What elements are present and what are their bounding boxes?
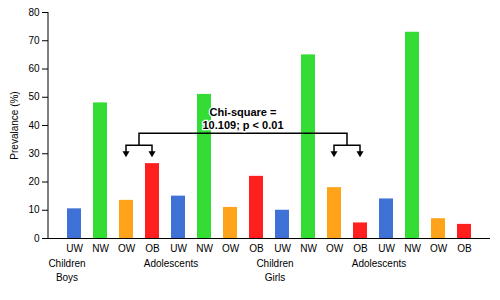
svg-text:30: 30 <box>28 148 40 159</box>
svg-text:UW: UW <box>274 243 291 254</box>
svg-text:10.109; p < 0.01: 10.109; p < 0.01 <box>202 119 283 131</box>
svg-text:80: 80 <box>28 7 40 18</box>
svg-text:UW: UW <box>170 243 187 254</box>
svg-text:0: 0 <box>34 233 40 244</box>
svg-text:UW: UW <box>378 243 395 254</box>
svg-text:Adolescents: Adolescents <box>144 258 198 269</box>
svg-text:UW: UW <box>66 243 83 254</box>
svg-text:OW: OW <box>118 243 136 254</box>
svg-text:60: 60 <box>28 63 40 74</box>
svg-text:20: 20 <box>28 176 40 187</box>
svg-text:70: 70 <box>28 35 40 46</box>
svg-text:NW: NW <box>196 243 213 254</box>
svg-text:Boys: Boys <box>56 272 78 283</box>
svg-text:NW: NW <box>92 243 109 254</box>
svg-text:OW: OW <box>222 243 240 254</box>
svg-text:10: 10 <box>28 204 40 215</box>
svg-text:OB: OB <box>249 243 264 254</box>
svg-text:Children: Children <box>256 258 293 269</box>
svg-text:50: 50 <box>28 91 40 102</box>
svg-text:OB: OB <box>353 243 368 254</box>
svg-text:OB: OB <box>457 243 472 254</box>
svg-text:Girls: Girls <box>265 272 286 283</box>
svg-text:NW: NW <box>300 243 317 254</box>
svg-text:Children: Children <box>48 258 85 269</box>
svg-text:OW: OW <box>326 243 344 254</box>
svg-text:40: 40 <box>28 120 40 131</box>
svg-text:NW: NW <box>404 243 421 254</box>
svg-text:Prevalance (%): Prevalance (%) <box>9 91 20 159</box>
svg-text:Adolescents: Adolescents <box>352 258 406 269</box>
svg-text:Chi-square =: Chi-square = <box>210 106 277 118</box>
svg-text:OB: OB <box>145 243 160 254</box>
svg-text:OW: OW <box>430 243 448 254</box>
